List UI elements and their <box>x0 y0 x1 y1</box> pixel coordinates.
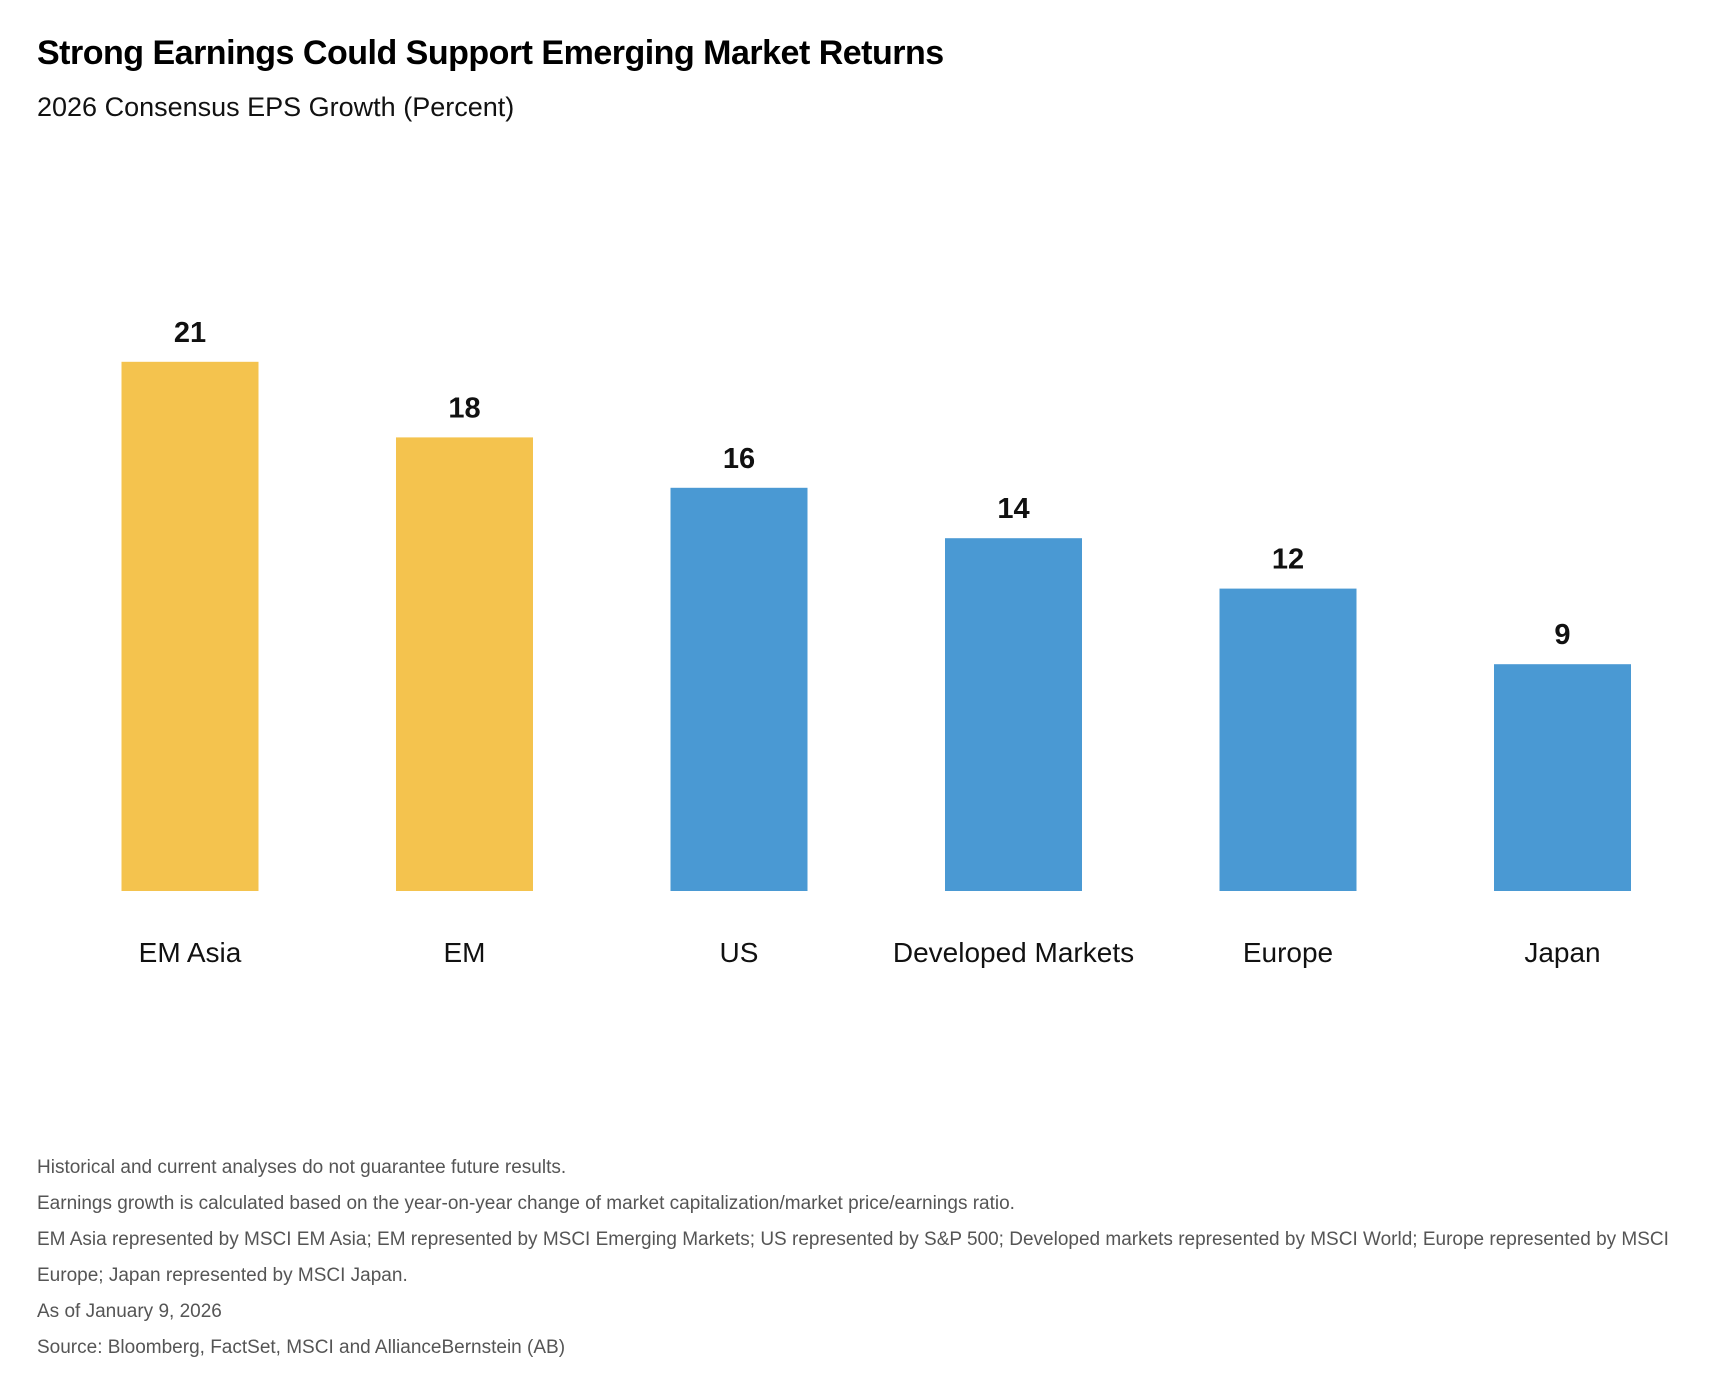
value-label-em: 18 <box>448 392 480 424</box>
value-labels-group: 21 18 16 14 12 9 <box>174 317 1571 651</box>
category-label-developed-markets: Developed Markets <box>893 937 1134 968</box>
category-label-us: US <box>720 937 759 968</box>
category-label-japan: Japan <box>1524 937 1600 968</box>
category-label-em: EM <box>444 937 486 968</box>
bar-em-asia <box>121 361 259 891</box>
footnote-as-of-date: As of January 9, 2026 <box>37 1301 222 1322</box>
bar-japan <box>1494 664 1631 891</box>
category-label-em-asia: EM Asia <box>139 937 242 968</box>
footnote-disclaimer: Historical and current analyses do not g… <box>37 1157 567 1178</box>
chart-subtitle: 2026 Consensus EPS Growth (Percent) <box>37 92 515 122</box>
footnote-index-definitions: EM Asia represented by MSCI EM Asia; EM … <box>37 1229 1669 1286</box>
bar-developed-markets <box>945 538 1082 891</box>
category-labels-group: EM Asia EM US Developed Markets Europe Japan <box>139 937 1601 968</box>
value-label-em-asia: 21 <box>174 317 206 349</box>
footnotes: Historical and current analyses do not g… <box>37 1150 1677 1366</box>
bar-em <box>396 437 533 891</box>
bars-group <box>121 361 1631 891</box>
value-label-us: 16 <box>723 443 755 475</box>
footnote-methodology: Earnings growth is calculated based on t… <box>37 1193 1015 1214</box>
value-label-japan: 9 <box>1554 619 1570 651</box>
bar-europe <box>1219 588 1357 891</box>
value-label-europe: 12 <box>1272 544 1304 576</box>
category-label-europe: Europe <box>1243 937 1333 968</box>
chart-title: Strong Earnings Could Support Emerging M… <box>37 34 944 72</box>
footnote-source: Source: Bloomberg, FactSet, MSCI and All… <box>37 1337 566 1358</box>
bar-us <box>670 487 808 891</box>
value-label-developed-markets: 14 <box>997 493 1029 525</box>
bar-chart: 21 18 16 14 12 9 EM Asia EM US Developed Markets… <box>121 317 1631 968</box>
